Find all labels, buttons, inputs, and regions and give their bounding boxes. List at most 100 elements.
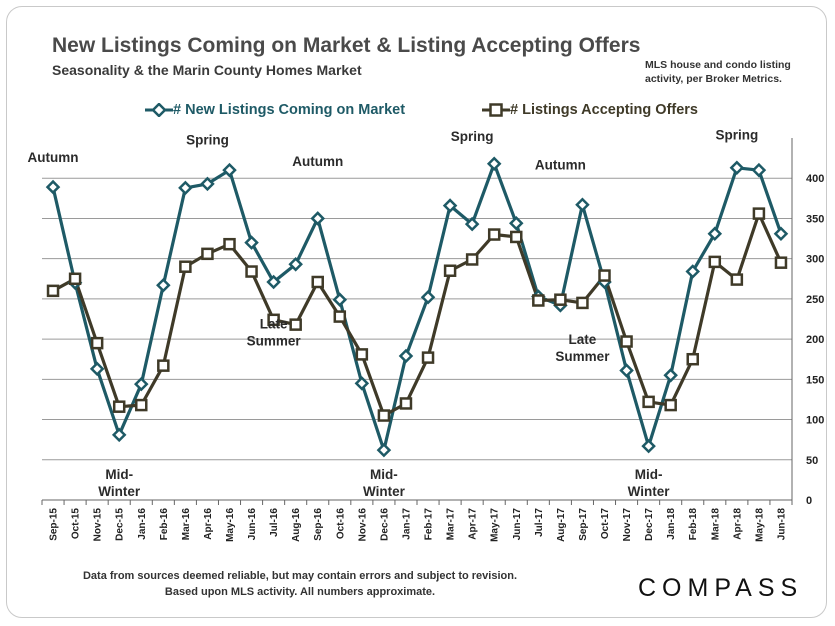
- y-tick-label-150: 150: [806, 374, 824, 386]
- point-new-listings-Mar-16: [178, 180, 193, 196]
- point-new-listings-Dec-15: [111, 427, 127, 443]
- x-tick-label-Oct-17: Oct-17: [600, 508, 611, 540]
- annotation-late-summer-Sep-17: Late Summer: [555, 332, 610, 364]
- point-new-listings-Feb-18: [685, 264, 701, 279]
- point-new-listings-Dec-17: [641, 438, 656, 454]
- x-tick-label-Jan-17: Jan-17: [401, 508, 412, 540]
- series-line-new-listings: [51, 162, 783, 452]
- annotation-mid--winter-Dec-17: Mid-Winter: [628, 467, 671, 499]
- annotation-autumn-Sep-15: Autumn: [28, 150, 79, 165]
- point-accepting-offers-Nov-15: [90, 336, 104, 350]
- point-new-listings-Jan-18: [663, 368, 678, 383]
- chart-subtitle: Seasonality & the Marin County Homes Mar…: [52, 62, 362, 78]
- annotation-spring-Apr-18: Spring: [715, 128, 758, 143]
- x-tick-label-May-17: May-17: [490, 508, 501, 542]
- point-new-listings-Apr-18: [729, 160, 745, 176]
- point-accepting-offers-May-16: [223, 237, 236, 251]
- annotation-mid--winter-Dec-16: Mid-Winter: [363, 467, 406, 499]
- y-tick-label-0: 0: [806, 495, 812, 507]
- point-new-listings-Apr-17: [464, 216, 480, 232]
- point-new-listings-Aug-16: [288, 257, 303, 272]
- y-tick-label-400: 400: [806, 173, 824, 185]
- x-tick-label-Feb-18: Feb-18: [688, 508, 699, 541]
- point-new-listings-Feb-16: [156, 277, 171, 293]
- x-tick-label-Dec-17: Dec-17: [644, 508, 655, 541]
- point-accepting-offers-Mar-18: [708, 255, 722, 269]
- annotation-spring-Apr-17: Spring: [451, 129, 494, 144]
- point-new-listings-Jun-17: [508, 216, 524, 231]
- x-tick-label-Oct-15: Oct-15: [71, 508, 82, 540]
- point-accepting-offers-Sep-16: [311, 275, 324, 289]
- point-accepting-offers-Apr-18: [730, 273, 744, 286]
- x-tick-label-Sep-15: Sep-15: [49, 508, 60, 541]
- point-new-listings-Nov-15: [89, 361, 105, 377]
- legend-item-new-listings: # New Listings Coming on Market: [145, 102, 405, 118]
- x-tick-label-Jun-17: Jun-17: [512, 508, 523, 541]
- point-accepting-offers-Jun-16: [245, 265, 258, 278]
- point-new-listings-Jan-17: [398, 348, 414, 364]
- point-accepting-offers-May-18: [752, 207, 766, 220]
- y-tick-label-250: 250: [806, 294, 824, 306]
- x-tick-label-Feb-17: Feb-17: [424, 508, 435, 541]
- point-accepting-offers-Jun-18: [774, 256, 788, 269]
- y-tick-label-350: 350: [806, 213, 824, 225]
- point-new-listings-Oct-16: [332, 292, 348, 307]
- point-accepting-offers-Sep-15: [46, 284, 60, 298]
- point-accepting-offers-Oct-17: [598, 269, 611, 282]
- point-new-listings-Sep-16: [310, 211, 326, 226]
- point-accepting-offers-Dec-16: [377, 409, 391, 422]
- point-accepting-offers-Mar-17: [443, 264, 457, 277]
- legend-label-new-listings: # New Listings Coming on Market: [173, 102, 406, 118]
- point-accepting-offers-Mar-16: [179, 260, 192, 273]
- point-accepting-offers-May-17: [487, 228, 501, 241]
- point-new-listings-Jun-18: [773, 226, 789, 241]
- x-tick-label-Apr-16: Apr-16: [203, 508, 214, 540]
- point-accepting-offers-Jan-17: [399, 397, 413, 410]
- point-new-listings-Sep-17: [575, 197, 590, 213]
- annotation-mid--winter-Dec-15: Mid-Winter: [98, 467, 141, 499]
- point-accepting-offers-Apr-17: [465, 253, 479, 266]
- chart-title: New Listings Coming on Market & Listing …: [52, 34, 641, 57]
- x-tick-label-Mar-17: Mar-17: [446, 508, 457, 541]
- x-tick-label-Jan-18: Jan-18: [666, 508, 677, 540]
- point-accepting-offers-Nov-17: [620, 335, 633, 348]
- x-tick-label-Dec-16: Dec-16: [379, 508, 390, 541]
- point-new-listings-Feb-17: [420, 290, 436, 305]
- point-new-listings-Jul-16: [266, 274, 281, 290]
- x-tick-label-Jul-16: Jul-16: [269, 508, 280, 537]
- x-tick-label-Aug-17: Aug-17: [556, 508, 567, 542]
- point-accepting-offers-Feb-17: [421, 351, 435, 364]
- source-note-line-2: activity, per Broker Metrics.: [645, 73, 782, 85]
- x-tick-label-Jun-18: Jun-18: [776, 508, 787, 541]
- y-tick-label-50: 50: [806, 455, 818, 467]
- point-new-listings-May-18: [751, 162, 767, 178]
- point-new-listings-Sep-15: [45, 179, 61, 195]
- point-accepting-offers-Nov-16: [355, 348, 369, 361]
- x-tick-label-Nov-15: Nov-15: [93, 508, 104, 542]
- point-new-listings-Jun-16: [244, 235, 259, 250]
- point-new-listings-Nov-16: [354, 376, 370, 391]
- point-accepting-offers-Feb-16: [157, 359, 170, 372]
- point-accepting-offers-Jan-16: [135, 398, 148, 412]
- x-tick-label-Oct-16: Oct-16: [335, 508, 346, 540]
- x-tick-label-Dec-15: Dec-15: [115, 508, 126, 541]
- point-new-listings-Mar-18: [707, 226, 723, 241]
- footer-disclaimer-line-1: Data from sources deemed reliable, but m…: [82, 570, 518, 582]
- source-note: MLS house and condo listing activity, pe…: [645, 58, 805, 86]
- x-tick-label-Aug-16: Aug-16: [291, 508, 302, 542]
- y-tick-label-200: 200: [806, 334, 824, 346]
- point-accepting-offers-Feb-18: [686, 352, 699, 366]
- point-new-listings-Apr-16: [200, 176, 215, 192]
- point-accepting-offers-Jun-17: [510, 230, 523, 244]
- point-new-listings-Mar-17: [442, 198, 458, 213]
- legend-square-marker-icon: [482, 103, 510, 117]
- x-tick-label-Sep-17: Sep-17: [578, 508, 589, 541]
- point-accepting-offers-Aug-16: [289, 318, 302, 331]
- y-tick-label-300: 300: [806, 254, 824, 266]
- point-accepting-offers-Sep-17: [576, 296, 589, 310]
- annotation-autumn-Aug-17: Autumn: [535, 157, 586, 172]
- x-tick-label-Nov-17: Nov-17: [622, 508, 633, 542]
- point-new-listings-May-17: [486, 156, 502, 172]
- legend-item-accepting-offers: # Listings Accepting Offers: [482, 102, 698, 118]
